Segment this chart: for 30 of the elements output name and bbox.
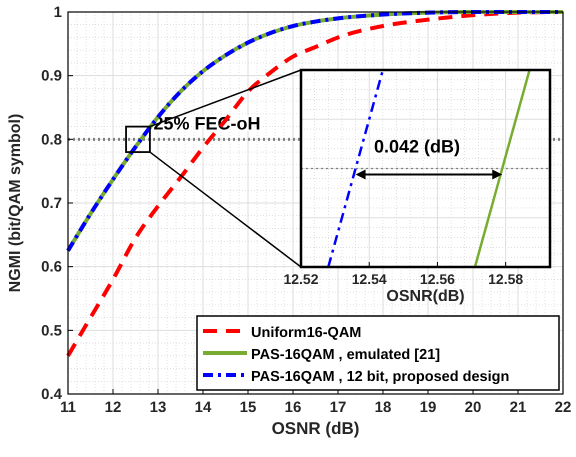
x-tick-label: 21 xyxy=(510,399,526,416)
legend-label: Uniform16-QAM xyxy=(251,325,362,341)
legend-label: PAS-16QAM , emulated [21] xyxy=(251,347,440,363)
x-tick-label: 15 xyxy=(240,399,256,416)
y-tick-label: 0.7 xyxy=(41,195,62,212)
y-tick-label: 0.9 xyxy=(41,68,62,85)
y-tick-label: 1 xyxy=(54,4,62,21)
x-axis-title: OSNR(dB) xyxy=(386,288,465,305)
x-tick-label: 19 xyxy=(420,399,436,416)
x-tick-label: 20 xyxy=(464,399,482,416)
x-tick-label: 16 xyxy=(284,399,302,416)
x-tick-label: 12 xyxy=(104,399,122,416)
y-tick-label: 0.8 xyxy=(41,131,62,148)
y-tick-label: 0.6 xyxy=(41,258,62,276)
x-tick-label: 12.56 xyxy=(420,271,456,287)
x-tick-label: 11 xyxy=(60,399,76,416)
x-axis-title: OSNR (dB) xyxy=(272,419,360,438)
x-tick-label: 12.58 xyxy=(488,271,524,287)
legend-label: PAS-16QAM , 12 bit, proposed design xyxy=(251,369,510,385)
y-tick-label: 0.4 xyxy=(41,386,63,403)
y-tick-label: 0.5 xyxy=(41,322,62,340)
x-tick-label: 12.54 xyxy=(352,271,387,287)
y-axis-title: NGMI (bit/QAM symbol) xyxy=(7,114,24,292)
x-tick-label: 17 xyxy=(330,399,346,416)
x-tick-label: 14 xyxy=(194,399,212,416)
x-tick-label: 18 xyxy=(374,399,392,416)
x-tick-label: 12.52 xyxy=(283,271,319,287)
x-tick-label: 22 xyxy=(554,399,572,416)
x-tick-label: 13 xyxy=(150,399,166,416)
annotation: 0.042 (dB) xyxy=(374,136,460,156)
